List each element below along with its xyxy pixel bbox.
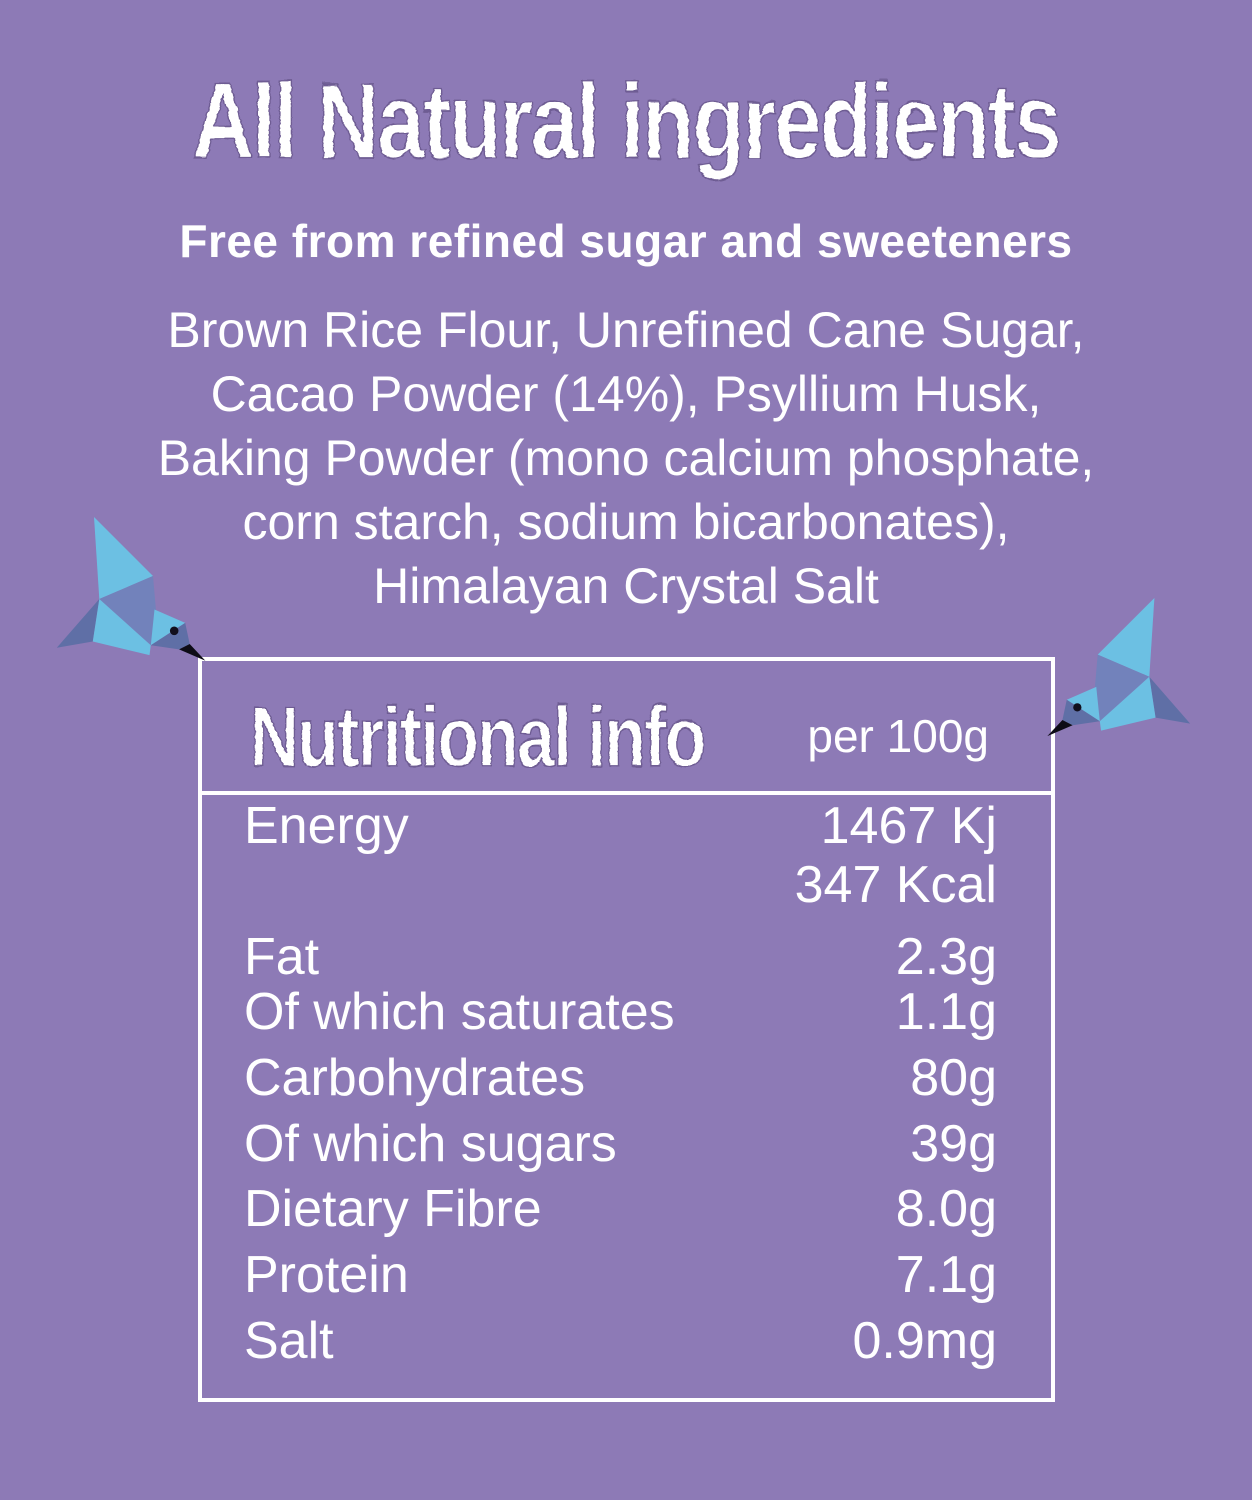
- svg-text:Nutritional info: Nutritional info: [250, 690, 705, 785]
- svg-text:All Natural ingredients: All Natural ingredients: [192, 63, 1060, 181]
